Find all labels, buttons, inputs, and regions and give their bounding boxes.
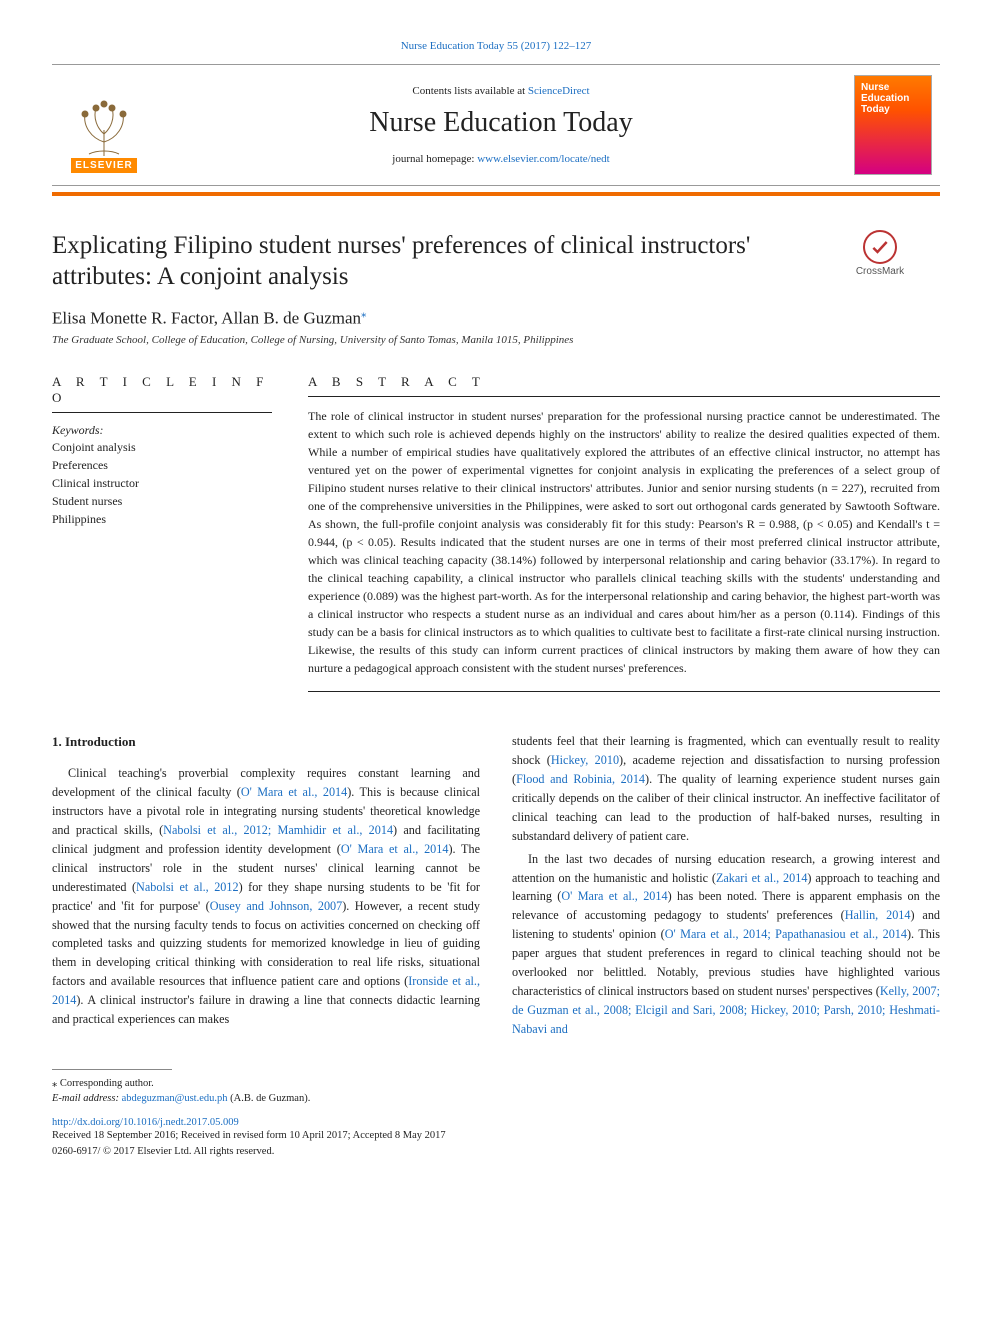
masthead-underline [52,192,940,196]
citation-link[interactable]: Ironside et al., 2014 [52,974,480,1007]
homepage-prefix: journal homepage: [392,153,477,165]
citation-link[interactable]: Nabolsi et al., 2012; Mamhidir et al., 2… [163,823,393,837]
email-link[interactable]: abdeguzman@ust.edu.ph [122,1093,228,1104]
sciencedirect-link[interactable]: ScienceDirect [528,85,590,97]
body-paragraph: Clinical teaching's proverbial complexit… [52,764,480,1029]
corresponding-marker[interactable]: ⁎ [361,308,367,320]
homepage-link[interactable]: www.elsevier.com/locate/nedt [477,153,609,165]
cover-line2: Education [861,93,909,104]
article-history: Received 18 September 2016; Received in … [52,1128,940,1144]
top-citation: Nurse Education Today 55 (2017) 122–127 [52,40,940,52]
citation-link[interactable]: Kelly, 2007; de Guzman et al., 2008; Elc… [512,984,940,1036]
crossmark-icon [863,230,897,264]
citation-link[interactable]: Hallin, 2014 [845,908,911,922]
corresponding-author-note: ⁎ Corresponding author. [52,1076,940,1092]
abstract-heading: A B S T R A C T [308,374,940,397]
email-line: E-mail address: abdeguzman@ust.edu.ph (A… [52,1091,940,1107]
footnote-rule [52,1069,172,1070]
cover-line3: Today [861,104,890,115]
authors-line: Elisa Monette R. Factor, Allan B. de Guz… [52,307,940,329]
keywords-list: Conjoint analysis Preferences Clinical i… [52,438,272,528]
top-citation-link[interactable]: Nurse Education Today 55 (2017) 122–127 [401,40,592,52]
citation-link[interactable]: Ousey and Johnson, 2007 [210,899,343,913]
journal-title: Nurse Education Today [160,107,842,139]
authors-text: Elisa Monette R. Factor, Allan B. de Guz… [52,308,361,327]
elsevier-tree-icon [69,96,139,158]
keyword-item: Conjoint analysis [52,438,272,456]
citation-link[interactable]: Zakari et al., 2014 [716,871,807,885]
body-paragraph: In the last two decades of nursing educa… [512,850,940,1039]
cover-line1: Nurse [861,82,889,93]
keyword-item: Preferences [52,456,272,474]
abstract-text: The role of clinical instructor in stude… [308,407,940,677]
section-number: 1. [52,734,62,749]
keyword-item: Philippines [52,510,272,528]
email-label: E-mail address: [52,1093,122,1104]
keywords-label: Keywords: [52,423,272,438]
journal-homepage-line: journal homepage: www.elsevier.com/locat… [160,153,842,165]
crossmark-widget[interactable]: CrossMark [820,230,940,277]
contents-available-line: Contents lists available at ScienceDirec… [160,85,842,97]
journal-cover-thumbnail: Nurse Education Today [854,75,932,175]
section-heading-introduction: 1. Introduction [52,732,480,752]
keyword-item: Student nurses [52,492,272,510]
copyright-line: 0260-6917/ © 2017 Elsevier Ltd. All righ… [52,1144,940,1160]
citation-link[interactable]: Flood and Robinia, 2014 [516,772,645,786]
citation-link[interactable]: O' Mara et al., 2014 [241,785,347,799]
section-title: Introduction [65,734,136,749]
article-title: Explicating Filipino student nurses' pre… [52,230,940,293]
doi-link[interactable]: http://dx.doi.org/10.1016/j.nedt.2017.05… [52,1117,239,1128]
citation-link[interactable]: Hickey, 2010 [551,753,619,767]
citation-link[interactable]: O' Mara et al., 2014; Papathanasiou et a… [665,927,907,941]
body-paragraph: students feel that their learning is fra… [512,732,940,845]
publisher-wordmark: ELSEVIER [71,158,136,173]
citation-link[interactable]: Nabolsi et al., 2012 [136,880,239,894]
abstract-bottom-rule [308,691,940,692]
crossmark-label: CrossMark [820,266,940,277]
contents-prefix: Contents lists available at [412,85,527,97]
citation-link[interactable]: O' Mara et al., 2014 [341,842,449,856]
article-info-heading: A R T I C L E I N F O [52,374,272,413]
affiliation: The Graduate School, College of Educatio… [52,334,940,346]
citation-link[interactable]: O' Mara et al., 2014 [561,889,667,903]
email-paren: (A.B. de Guzman). [230,1093,310,1104]
masthead: ELSEVIER Contents lists available at Sci… [52,64,940,186]
publisher-logo: ELSEVIER [60,77,148,173]
keyword-item: Clinical instructor [52,474,272,492]
